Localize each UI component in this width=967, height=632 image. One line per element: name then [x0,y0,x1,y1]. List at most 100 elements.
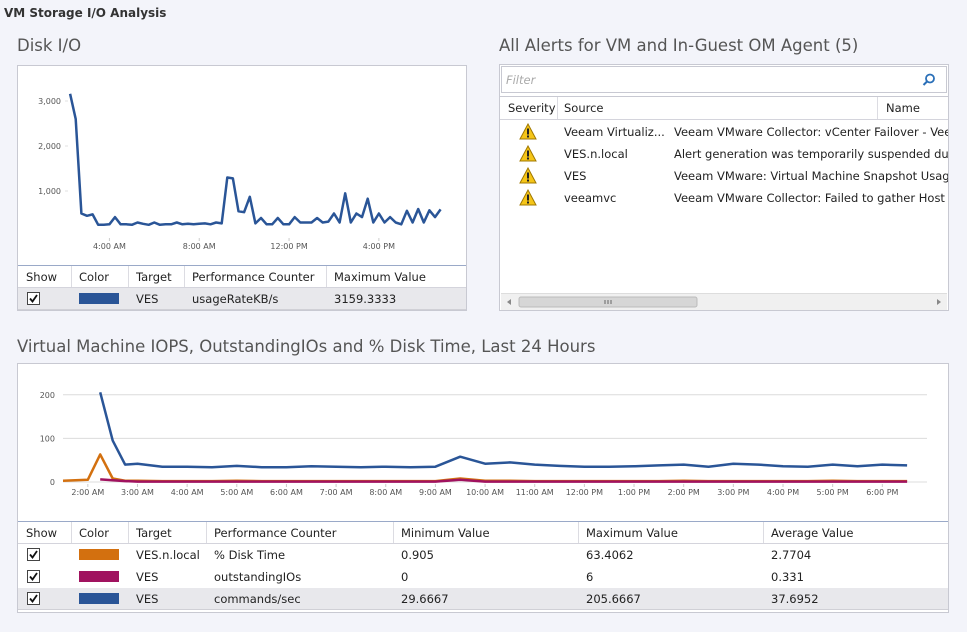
x-tick-label: 4:00 PM [363,242,395,251]
color-swatch [79,293,119,304]
color-swatch [79,593,119,604]
cell-text: 3159.3333 [334,292,397,306]
cell-text: 205.6667 [586,592,641,606]
cell-text: 63.4062 [586,548,634,562]
alert-row[interactable]: VES Veeam VMware: Virtual Machine Snapsho… [500,165,948,187]
column-header: Maximum Value [586,526,678,540]
warning-bar [527,194,529,201]
series-line [98,391,908,469]
checkbox-check [29,594,38,603]
x-tick-label: 8:00 AM [183,242,216,251]
cell-text: 6 [586,570,594,584]
alerts-title: All Alerts for VM and In-Guest OM Agent … [499,36,859,55]
warning-dot [527,179,529,182]
x-tick-label: 1:00 PM [618,488,650,497]
warning-dot [527,135,529,138]
column-header: Target [136,270,172,284]
alert-name: Veeam VMware Collector: Failed to gather… [674,191,948,205]
cell-text: 0 [401,570,409,584]
y-tick-label: 1,000 [38,187,61,196]
column-header: Source [564,101,604,115]
color-swatch [79,549,119,560]
warning-dot [527,201,529,204]
alert-source: veeamvc [564,191,617,205]
cell-text: VES.n.local [136,548,200,562]
disk-table: Show Color Target Performance Counter Maximu… [18,265,466,310]
column-header: Color [79,270,110,284]
x-tick-label: 6:00 AM [270,488,303,497]
cell-text: commands/sec [214,592,301,606]
scrollbar-graphic [507,296,941,308]
h-scrollbar[interactable] [501,293,947,310]
show-checkbox[interactable] [27,592,40,605]
alert-source: Veeam Virtualiz... [564,125,665,139]
x-tick-label: 2:00 AM [71,488,104,497]
x-tick-label: 3:00 AM [121,488,154,497]
iops-table: Show Color Target Performance Counter Minimu… [18,521,948,612]
column-header: Show [26,270,58,284]
column-header: Average Value [771,526,854,540]
checkbox-check [29,550,38,559]
y-tick-label: 200 [40,391,55,400]
cell-text: VES [136,292,159,306]
show-checkbox[interactable] [27,292,40,305]
filter-box[interactable]: Filter [501,66,947,93]
column-header: Name [886,101,920,115]
column-header: Performance Counter [214,526,337,540]
cell-text: 0.331 [771,570,804,584]
x-tick-label: 5:00 PM [817,488,849,497]
y-tick-label: 0 [50,478,55,487]
cell-text: 29.6667 [401,592,449,606]
warning-icon [519,123,537,140]
cell-text: 0.905 [401,548,434,562]
y-tick-label: 2,000 [38,142,61,151]
x-tick-label: 8:00 AM [369,488,402,497]
show-checkbox[interactable] [27,548,40,561]
alert-name: Veeam VMware Collector: vCenter Failover… [674,125,948,139]
table-header: Show Color Target Performance Counter Minimu… [18,521,948,544]
checkbox-check [29,572,38,581]
column-header: Color [79,526,110,540]
warning-bar [527,172,529,179]
show-checkbox[interactable] [27,570,40,583]
x-tick-label: 4:00 PM [767,488,799,497]
alert-row[interactable]: Veeam Virtualiz... Veeam VMware Collector… [500,121,948,143]
warning-dot [527,157,529,160]
column-sep [393,522,394,543]
alert-row[interactable]: VES.n.local Alert generation was temporar… [500,143,948,165]
x-tick-label: 4:00 AM [171,488,204,497]
x-tick-label: 10:00 AM [466,488,504,497]
x-tick-label: 6:00 PM [866,488,898,497]
column-sep [557,97,558,119]
x-tick-label: 12:00 PM [270,242,307,251]
checkbox-check [29,294,38,303]
color-swatch [79,571,119,582]
iops-title: Virtual Machine IOPS, OutstandingIOs and… [17,337,596,356]
disk-chart: 1,000 2,000 3,000 4:00 AM 8:00 AM 12:00 PM 4:0… [38,93,442,251]
x-tick-label: 3:00 PM [717,488,749,497]
cell-text: 37.6952 [771,592,819,606]
warning-icon [519,189,537,206]
cell-text: VES [136,570,159,584]
filter-placeholder: Filter [506,73,536,87]
column-sep [877,97,878,119]
column-sep [128,266,129,287]
warning-bar [527,128,529,135]
search-icon[interactable] [922,73,936,87]
iops-panel: 0 100 200 2:00 AM 3:00 AM 4:00 AM 5:00 AM 6:00 … [17,363,949,613]
alerts-panel: Filter Severity Source Name Veeam Virtuali… [499,64,949,311]
warning-bar [527,150,529,157]
x-tick-label: 2:00 PM [668,488,700,497]
column-sep [71,522,72,543]
cell-text: VES [136,592,159,606]
x-tick-label: 7:00 AM [320,488,353,497]
table-row: VES outstandingIOs 0 6 0.331 [18,566,948,587]
series-line [100,478,908,483]
x-tick-label: 11:00 AM [516,488,554,497]
column-sep [71,266,72,287]
disk-title: Disk I/O [17,36,82,55]
cell-text: usageRateKB/s [192,292,279,306]
column-sep [763,522,764,543]
alert-row[interactable]: veeamvc Veeam VMware Collector: Failed to… [500,187,948,209]
